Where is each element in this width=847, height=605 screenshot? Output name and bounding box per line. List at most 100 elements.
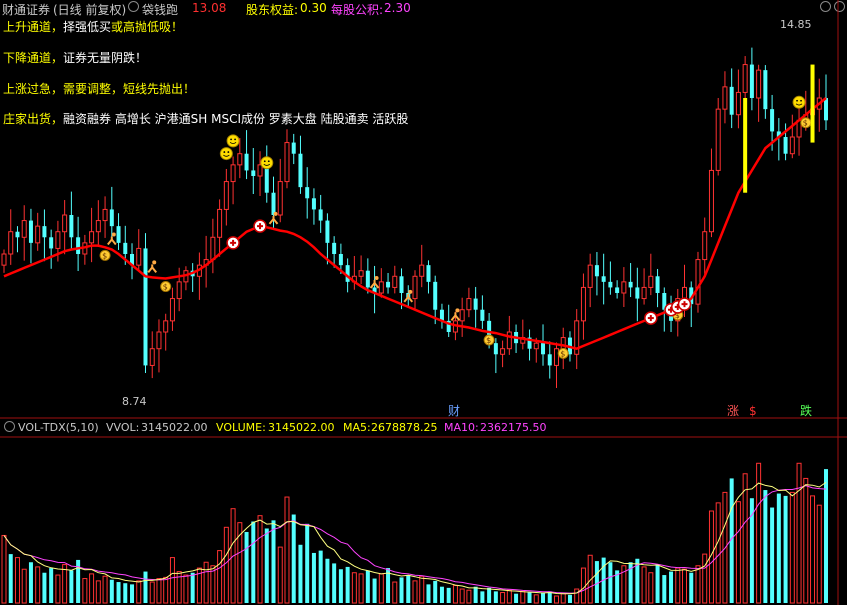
indicator-name[interactable]: 袋钱跑: [142, 3, 179, 17]
candle-up: [230, 164, 236, 183]
volume-bar: [230, 508, 236, 604]
volume-label: VOLUME:: [216, 421, 266, 434]
volume-bar: [149, 581, 155, 604]
volume-bar: [689, 572, 694, 603]
volume-bar: [271, 520, 276, 603]
volume-bar: [641, 566, 647, 604]
security-name[interactable]: 财通证券: [2, 3, 51, 17]
candle-up: [459, 309, 465, 322]
candle-up: [378, 281, 384, 294]
close-icon[interactable]: [128, 1, 139, 12]
candle-up: [506, 331, 512, 350]
volume-bar: [506, 589, 512, 604]
candle-down: [386, 281, 391, 288]
ann-line1-a: 上升通道，: [3, 20, 64, 34]
volume-bar: [345, 566, 350, 603]
candle-up: [560, 337, 566, 350]
candle-down: [116, 226, 121, 243]
candle-down: [109, 209, 114, 227]
volume-bar: [648, 572, 654, 604]
volume-bar: [244, 531, 249, 603]
candle-up: [466, 298, 472, 311]
volume-bar: [217, 550, 223, 604]
volume-bar: [378, 573, 384, 604]
volume-bar: [695, 565, 701, 604]
volume-settings-icon[interactable]: [4, 421, 15, 432]
plus-circle-icon: [677, 297, 692, 311]
volume-bar: [143, 571, 148, 603]
candle-down: [776, 131, 781, 137]
volume-bar: [480, 591, 485, 603]
volume-bar: [608, 562, 613, 603]
period-label[interactable]: (日线 前复权): [53, 3, 127, 17]
svg-text:$: $: [486, 336, 491, 345]
volume-bar: [560, 593, 566, 604]
moneybag-icon: $: [99, 249, 111, 261]
zhang-mark: 涨: [727, 403, 739, 418]
candle-up: [715, 108, 721, 171]
volume-bar: [89, 573, 95, 604]
volume-bar: [520, 590, 526, 604]
candle-up: [277, 181, 283, 216]
runner-icon: [107, 232, 117, 246]
volume-bar: [210, 565, 216, 604]
candle-down: [541, 343, 546, 355]
volume-bar: [318, 550, 323, 603]
yellow-bar-marker: [810, 64, 815, 143]
candle-down: [271, 192, 276, 215]
volume-bar: [169, 557, 175, 604]
volume-bar: [756, 462, 762, 604]
ann-line3-a: 上涨过急，: [3, 82, 64, 96]
runner-icon: [450, 308, 461, 321]
volume-bar: [547, 591, 552, 603]
candle-up: [708, 169, 714, 233]
volume-bar: [42, 572, 47, 603]
plus-circle-icon: [226, 236, 240, 250]
ann-line1-c: 或高抛低吸！: [111, 20, 184, 34]
candle-up: [574, 320, 580, 355]
candle-up: [237, 153, 243, 166]
volume-bar: [594, 561, 599, 603]
volume-bar: [311, 552, 316, 603]
candle-up: [419, 264, 425, 277]
close-panel-icon[interactable]: [834, 1, 845, 12]
volume-bar: [796, 462, 802, 604]
expand-icon[interactable]: [820, 1, 831, 12]
volume-bar: [553, 595, 559, 604]
volume-bar: [621, 565, 627, 604]
candle-up: [8, 231, 14, 255]
reserve-label: 每股公积:: [331, 3, 384, 17]
volume-bar: [257, 515, 263, 604]
volume-bar: [722, 491, 728, 604]
vvol-value: 3145022.00: [141, 421, 208, 434]
candle-down: [130, 254, 135, 266]
candle-down: [601, 276, 606, 282]
smiley-icon: [226, 134, 240, 148]
volume-indicator-name[interactable]: VOL-TDX(5,10): [18, 421, 99, 434]
candle-up: [169, 298, 175, 322]
ann-line4-a: 庄家出货，: [3, 112, 64, 126]
plus-circle-icon: [253, 219, 267, 233]
ma5-value: 2678878.25: [371, 421, 438, 434]
candle-down: [770, 109, 775, 132]
volume-bar: [466, 589, 472, 604]
candle-down: [311, 198, 316, 210]
candle-down: [635, 287, 640, 299]
volume-bar: [1, 534, 7, 604]
svg-text:$: $: [102, 251, 107, 260]
candle-up: [789, 136, 795, 155]
volume-bar: [223, 526, 229, 604]
candle-up: [21, 220, 27, 238]
volume-bar: [156, 578, 162, 604]
candle-up: [257, 164, 263, 177]
candle-down: [332, 242, 337, 254]
volume-bar: [580, 567, 586, 604]
runner-icon: [147, 260, 158, 274]
volume-bar: [277, 546, 283, 604]
candle-down: [662, 293, 667, 310]
volume-bar: [433, 580, 438, 603]
candle-down: [298, 153, 303, 188]
volume-bar: [358, 573, 364, 604]
volume-bar: [291, 514, 296, 603]
